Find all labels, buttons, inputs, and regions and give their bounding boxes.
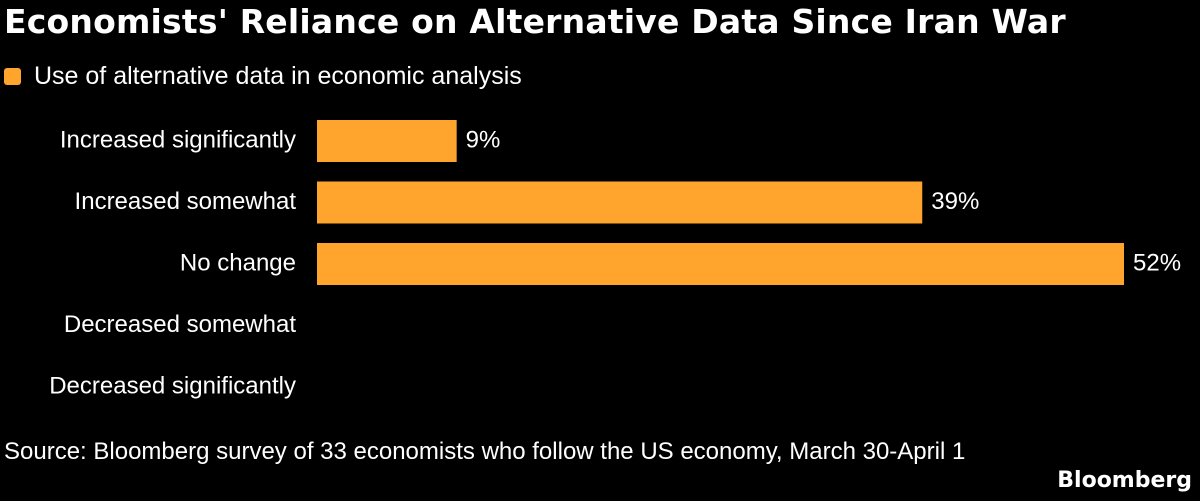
bar bbox=[317, 120, 457, 162]
bloomberg-logo: Bloomberg bbox=[1057, 468, 1192, 493]
category-label: Decreased significantly bbox=[49, 372, 296, 399]
category-label: Increased significantly bbox=[60, 126, 296, 153]
source-note: Source: Bloomberg survey of 33 economist… bbox=[4, 438, 966, 465]
category-label: Increased somewhat bbox=[75, 188, 297, 215]
value-label: 9% bbox=[466, 126, 501, 153]
legend: Use of alternative data in economic anal… bbox=[4, 60, 522, 92]
legend-label: Use of alternative data in economic anal… bbox=[34, 61, 522, 90]
legend-swatch bbox=[4, 67, 21, 85]
bar-chart: Increased significantly 9% Increased somew… bbox=[49, 120, 1181, 399]
category-label: No change bbox=[180, 249, 296, 276]
chart-title: Economists' Reliance on Alternative Data… bbox=[4, 2, 1066, 41]
value-label: 52% bbox=[1133, 249, 1181, 276]
category-label: Decreased somewhat bbox=[64, 311, 296, 338]
bar bbox=[317, 243, 1124, 285]
bar bbox=[317, 181, 923, 224]
value-label: 39% bbox=[931, 188, 979, 215]
